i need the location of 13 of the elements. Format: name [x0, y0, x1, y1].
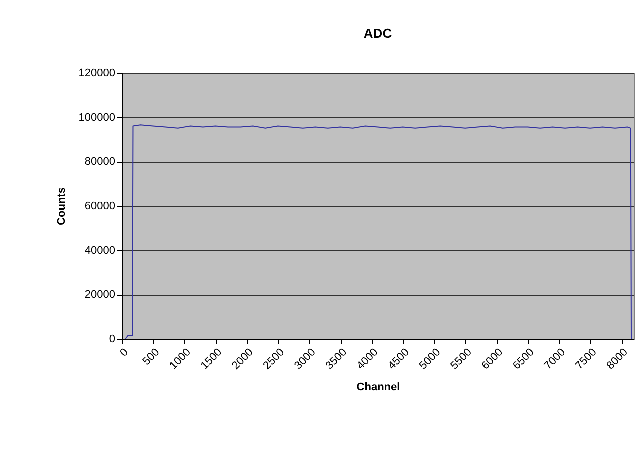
line-series — [125, 124, 632, 340]
y-tick-label: 60000 — [84, 200, 116, 212]
y-tick-label: 20000 — [84, 289, 116, 302]
y-tick-label: 80000 — [84, 156, 116, 168]
x-tick-label: 0 — [118, 346, 131, 360]
y-tick-label: 40000 — [84, 244, 116, 257]
y-tick-label: 120000 — [78, 68, 116, 80]
y-tick-label: 0 — [109, 334, 116, 346]
y-axis-title: Counts — [56, 188, 68, 226]
y-tick-label: 100000 — [78, 112, 116, 124]
x-tick-label: 500 — [140, 346, 162, 368]
chart-title: ADC — [364, 26, 393, 41]
x-axis-title: Channel — [356, 382, 400, 394]
